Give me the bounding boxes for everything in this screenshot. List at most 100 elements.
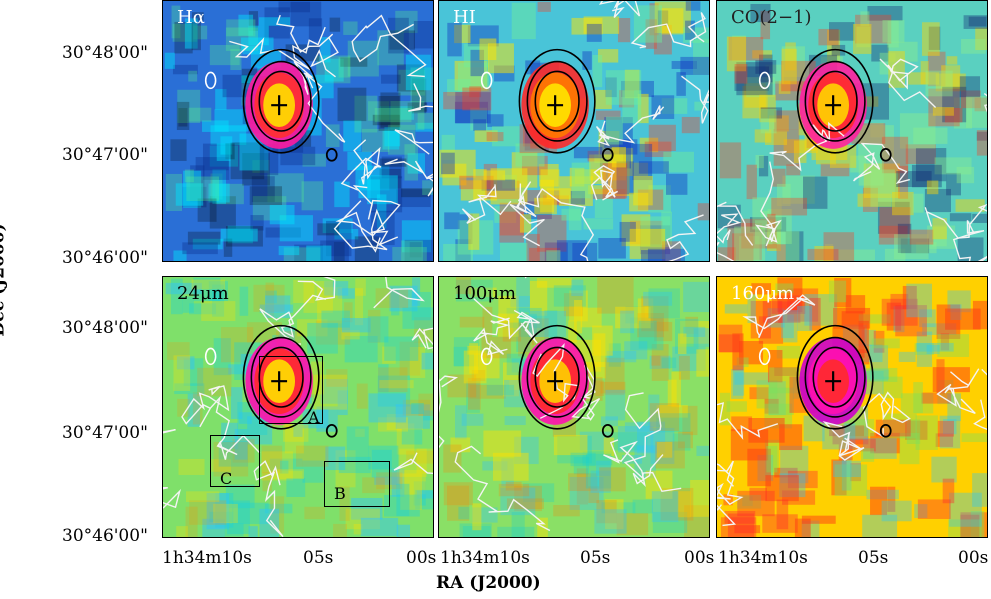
map-pixel-block xyxy=(265,227,301,238)
map-pixel-block xyxy=(481,179,516,191)
white-contour xyxy=(163,429,182,509)
map-pixel-block xyxy=(913,382,923,414)
map-pixel-block xyxy=(734,372,770,385)
map-pixel-block xyxy=(405,54,432,91)
map-pixel-block xyxy=(746,164,757,200)
map-pixel-block xyxy=(333,523,347,537)
map-pixel-block xyxy=(191,279,226,290)
map-pixel-block xyxy=(815,150,837,165)
map-pixel-block xyxy=(345,508,380,530)
map-pixel-block xyxy=(899,113,936,149)
map-pixel-block xyxy=(760,107,783,119)
map-pixel-block xyxy=(666,173,688,195)
map-pixel-block xyxy=(696,349,709,377)
map-pixel-block xyxy=(453,337,479,367)
white-contour xyxy=(717,460,737,527)
map-pixel-block xyxy=(824,244,834,261)
map-pixel-block xyxy=(286,478,306,497)
map-pixel-block xyxy=(638,161,669,174)
white-contour xyxy=(952,220,987,261)
map-pixel-block xyxy=(925,70,953,97)
map-pixel-block xyxy=(227,225,253,244)
map-pixel-block xyxy=(443,243,474,261)
map-pixel-block xyxy=(834,464,868,496)
small-black-contour xyxy=(601,423,614,438)
map-pixel-block xyxy=(649,355,671,369)
white-contour xyxy=(509,181,545,247)
map-pixel-block xyxy=(469,343,479,374)
map-pixel-block xyxy=(610,432,648,451)
map-pixel-block xyxy=(165,173,183,211)
map-pixel-block xyxy=(280,460,289,474)
map-pixel-block xyxy=(491,126,520,147)
map-pixel-block xyxy=(529,247,561,261)
map-pixel-block xyxy=(956,166,975,184)
map-pixel-block xyxy=(186,491,220,502)
map-pixel-block xyxy=(546,250,561,261)
black-contour xyxy=(804,60,866,142)
map-pixel-block xyxy=(941,65,961,90)
map-pixel-block xyxy=(571,162,591,199)
map-pixel-block xyxy=(225,226,263,247)
map-pixel-block xyxy=(367,316,389,343)
map-pixel-block xyxy=(571,279,584,297)
map-pixel-block xyxy=(463,350,487,384)
map-pixel-block xyxy=(443,482,473,506)
map-pixel-block xyxy=(870,486,888,516)
map-pixel-block xyxy=(165,282,202,295)
map-pixel-block xyxy=(870,169,895,207)
map-pixel-block xyxy=(380,92,401,128)
map-pixel-block xyxy=(863,438,897,459)
map-pixel-block xyxy=(182,186,207,208)
white-contour xyxy=(297,277,336,301)
map-pixel-block xyxy=(534,197,557,215)
map-pixel-block xyxy=(454,24,471,44)
map-pixel-block xyxy=(182,296,194,313)
map-pixel-block xyxy=(734,226,766,261)
map-pixel-block xyxy=(211,459,232,472)
map-pixel-block xyxy=(656,413,691,433)
map-pixel-block xyxy=(355,278,366,296)
map-pixel-block xyxy=(183,170,202,208)
map-pixel-block xyxy=(404,144,419,181)
map-pixel-block xyxy=(370,176,403,213)
map-pixel-block xyxy=(726,36,747,72)
map-pixel-block xyxy=(959,76,981,98)
map-pixel-block xyxy=(486,132,504,142)
map-pixel-block xyxy=(174,383,205,395)
black-contour xyxy=(534,346,580,408)
map-pixel-block xyxy=(220,228,258,242)
white-contour xyxy=(717,213,742,261)
map-pixel-block xyxy=(758,155,769,177)
map-pixel-block xyxy=(334,181,350,208)
map-pixel-block xyxy=(215,183,244,205)
map-pixel-block xyxy=(604,117,633,148)
white-contour xyxy=(630,12,707,49)
map-pixel-block xyxy=(734,66,770,91)
map-pixel-block xyxy=(337,87,367,122)
white-contour xyxy=(590,165,619,201)
map-pixel-block xyxy=(343,21,358,35)
map-pixel-block xyxy=(674,318,699,354)
map-pixel-block xyxy=(386,414,424,431)
map-pixel-block xyxy=(241,76,253,106)
white-contour xyxy=(411,327,433,351)
map-pixel-block xyxy=(580,307,602,328)
map-pixel-block xyxy=(264,503,293,514)
panel-label-160um: 160μm xyxy=(731,283,795,304)
map-pixel-block xyxy=(683,281,709,313)
map-pixel-block xyxy=(320,240,349,261)
map-pixel-block xyxy=(914,343,934,355)
map-pixel-block xyxy=(829,425,865,437)
map-pixel-block xyxy=(886,41,918,62)
map-pixel-block xyxy=(455,405,467,440)
map-pixel-block xyxy=(919,309,936,328)
small-contour-oval xyxy=(758,71,771,90)
white-contour xyxy=(598,1,641,18)
map-pixel-block xyxy=(225,484,255,509)
map-pixel-block xyxy=(616,513,649,536)
map-pixel-block xyxy=(368,445,399,470)
map-pixel-block xyxy=(900,238,930,254)
black-contour xyxy=(812,346,858,408)
map-pixel-block xyxy=(241,75,256,84)
